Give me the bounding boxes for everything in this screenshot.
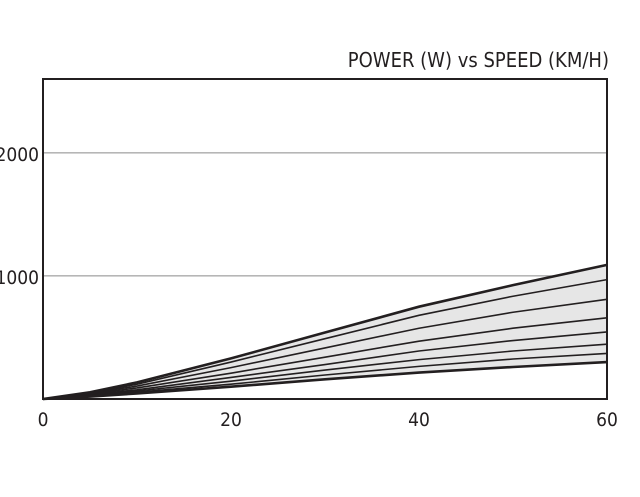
series-line-1 bbox=[42, 278, 608, 400]
x-tick-label-3: 60 bbox=[596, 409, 618, 431]
x-tick-label-0: 0 bbox=[38, 409, 49, 431]
series-line-3 bbox=[42, 316, 608, 400]
x-tick-label-1: 20 bbox=[220, 409, 242, 431]
series-line-2 bbox=[42, 298, 608, 400]
y-tick-label-0: 1000 bbox=[0, 267, 39, 289]
series-line-0 bbox=[42, 263, 608, 401]
chart-title: POWER (W) vs SPEED (KM/H) bbox=[348, 48, 609, 72]
x-tick-label-2: 40 bbox=[408, 409, 430, 431]
x-tick-labels: 0 20 40 60 bbox=[38, 409, 618, 431]
band-fill bbox=[43, 264, 607, 399]
band-area bbox=[43, 264, 607, 399]
y-tick-labels: 1000 2000 bbox=[0, 144, 39, 289]
series-line-7 bbox=[42, 360, 608, 401]
plot-frame bbox=[42, 78, 608, 400]
grid-lines bbox=[43, 152, 607, 277]
series-lines bbox=[42, 263, 608, 401]
y-tick-label-1: 2000 bbox=[0, 144, 39, 166]
